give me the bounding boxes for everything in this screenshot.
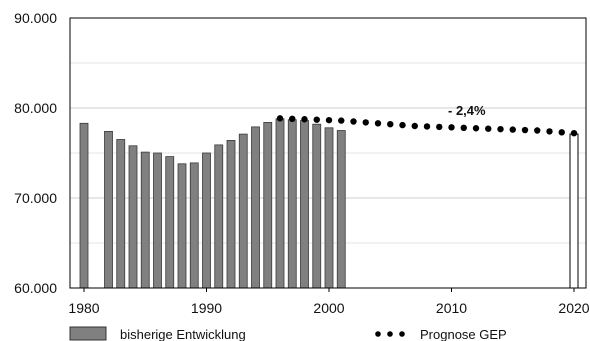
legend-label-history: bisherige Entwicklung <box>120 327 246 341</box>
forecast-dot-2008 <box>423 123 431 130</box>
forecast-dot-1998 <box>301 116 308 123</box>
bar-1997 <box>287 119 297 289</box>
legend-dot-3 <box>399 331 405 337</box>
legend: bisherige Entwicklung Prognose GEP <box>69 326 507 341</box>
bar-1988 <box>177 163 187 289</box>
bar-1985 <box>140 151 150 289</box>
forecast-dot-2001 <box>338 117 345 124</box>
forecast-dot-2003 <box>362 119 369 126</box>
forecast-dot-2005 <box>387 121 394 128</box>
forecast-dot-2018 <box>546 128 553 135</box>
y-tick-label-1: 70.000 <box>14 190 57 206</box>
x-tick-label-0: 1980 <box>68 300 99 316</box>
forecast-dot-1997 <box>289 115 296 123</box>
forecast-dot-2000 <box>325 116 333 124</box>
forecast-dot-2004 <box>374 120 382 127</box>
outline-bar-2020 <box>569 133 579 289</box>
forecast-dot-1999 <box>313 116 320 123</box>
bar-1984 <box>128 145 138 289</box>
forecast-dot-2009 <box>436 123 443 131</box>
bar-1980 <box>79 122 89 289</box>
bar-1986 <box>153 152 162 289</box>
change-annotation: - 2,4% <box>448 103 486 118</box>
bar-1991 <box>214 144 224 289</box>
plot-frame <box>69 17 587 289</box>
forecast-dot-2013 <box>485 125 492 132</box>
bar-1983 <box>116 139 126 289</box>
forecast-dot-2017 <box>534 127 541 134</box>
forecast-dot-2007 <box>411 122 418 130</box>
bar-1987 <box>165 156 175 289</box>
forecast-dot-2006 <box>399 121 406 129</box>
bar-1982 <box>104 130 113 289</box>
x-tick-label-1: 1990 <box>191 300 222 316</box>
bar-1996 <box>275 118 285 289</box>
legend-dot-1 <box>375 331 381 337</box>
bar-1992 <box>226 139 236 289</box>
forecast-dot-2002 <box>350 118 357 125</box>
bar-2001 <box>336 130 346 289</box>
forecast-dot-2011 <box>460 124 467 131</box>
y-axis-ticks: 60.000 70.000 80.000 90.000 <box>14 10 57 296</box>
forecast-dot-2014 <box>497 125 504 133</box>
x-tick-label-4: 2020 <box>558 300 589 316</box>
legend-label-forecast: Prognose GEP <box>420 327 507 341</box>
forecast-dots <box>276 115 578 137</box>
y-tick-label-3: 90.000 <box>14 10 57 26</box>
forecast-dot-2016 <box>521 126 529 134</box>
bar-1989 <box>189 162 199 289</box>
y-tick-label-2: 80.000 <box>14 100 57 116</box>
bar-1994 <box>251 126 260 289</box>
forecast-dot-2020 <box>570 130 578 137</box>
history-bars <box>79 118 579 289</box>
bar-1993 <box>238 133 248 289</box>
x-axis-ticks: 1980 1990 2000 2010 2020 <box>68 288 590 316</box>
bar-1995 <box>263 122 273 289</box>
forecast-dot-2010 <box>448 124 455 131</box>
forecast-dot-2019 <box>558 129 565 136</box>
plot-border <box>69 17 587 289</box>
x-tick-label-3: 2010 <box>436 300 467 316</box>
bar-1999 <box>312 123 322 289</box>
bar-1990 <box>202 152 211 289</box>
legend-bar-swatch <box>69 326 107 341</box>
forecast-dot-2012 <box>472 125 480 132</box>
forecast-dot-1996 <box>276 115 284 122</box>
legend-dot-2 <box>387 331 393 337</box>
bar-1998 <box>300 120 309 289</box>
forecast-dot-2015 <box>509 126 516 133</box>
bar-2000 <box>324 127 334 289</box>
x-tick-label-2: 2000 <box>313 300 344 316</box>
y-tick-label-0: 60.000 <box>14 280 57 296</box>
